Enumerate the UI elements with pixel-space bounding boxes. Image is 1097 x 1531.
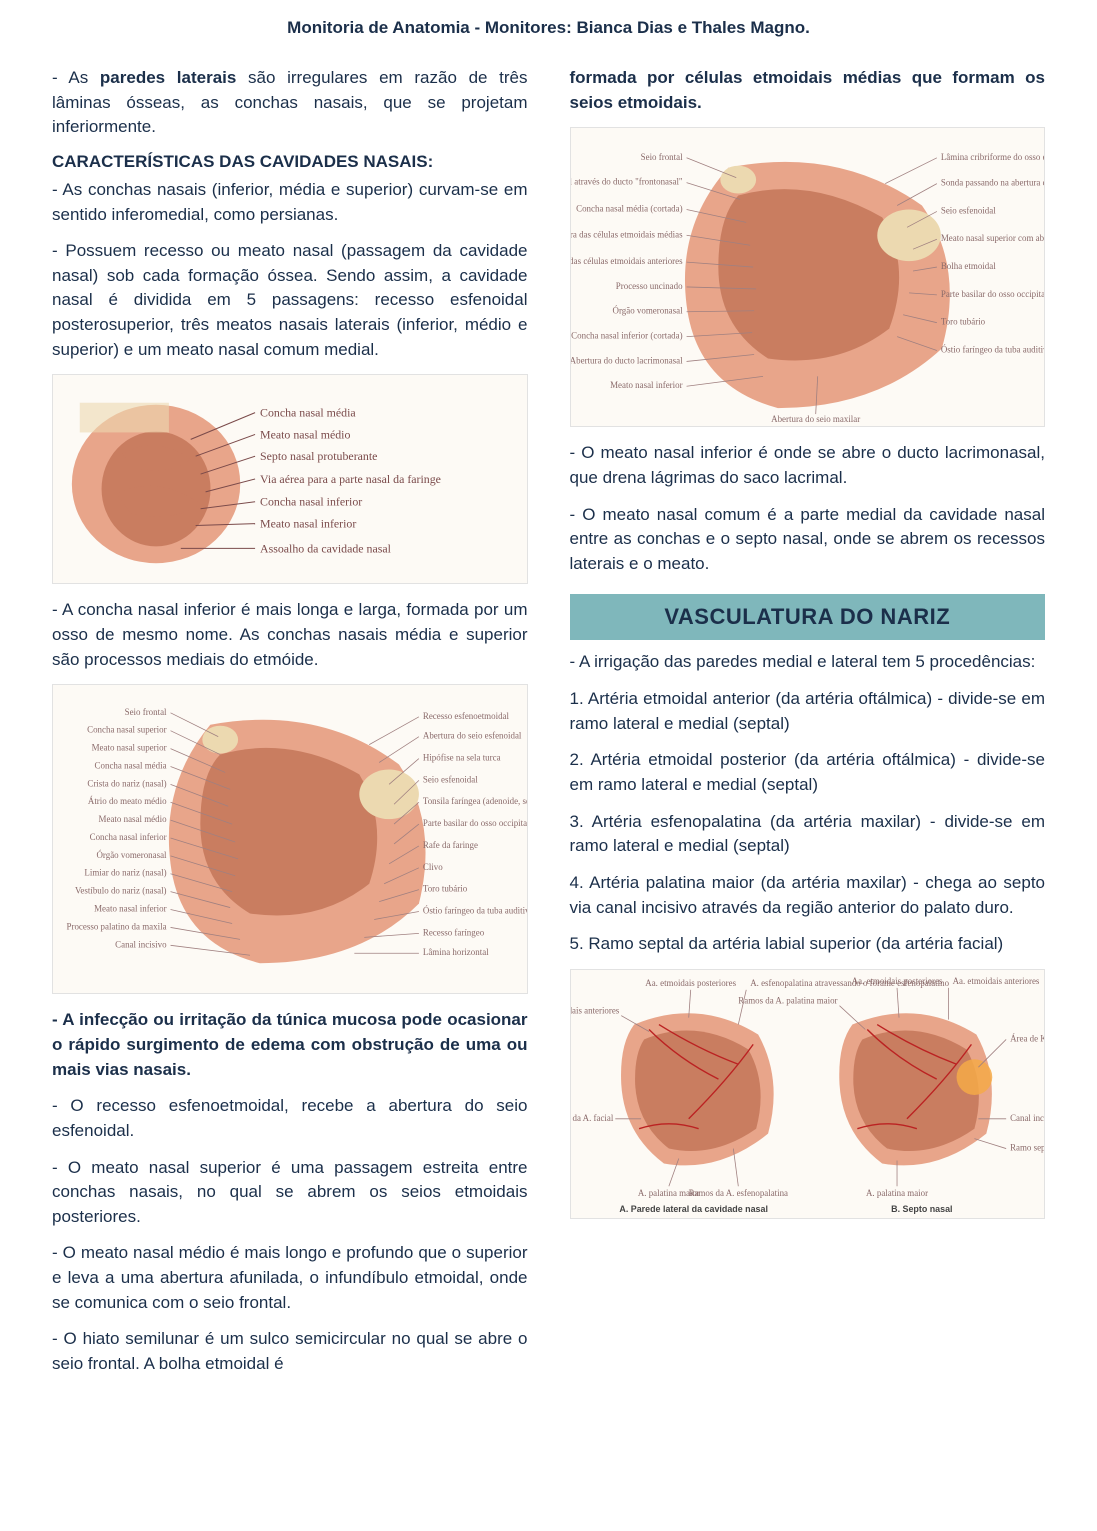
fig2-label: Abertura do seio esfenoidal <box>423 731 522 741</box>
fig2-label: Meato nasal superior <box>92 743 167 753</box>
fig2-label: Seio frontal <box>125 707 167 717</box>
fig2-label: Meato nasal médio <box>99 814 168 824</box>
fig2-label: Hipófise na sela turca <box>423 753 501 763</box>
fig1-label: Septo nasal protuberante <box>260 450 377 464</box>
para-conchas: - As conchas nasais (inferior, média e s… <box>52 178 528 227</box>
fig3-label: Abertura do seio maxilar <box>771 414 860 424</box>
para-meatos: - Possuem recesso ou meato nasal (passag… <box>52 239 528 362</box>
fig3-label: Lâmina cribriforme do osso etmoide <box>940 152 1044 162</box>
fig3-label: Bolha etmoidal <box>940 261 995 271</box>
text: - As <box>52 68 100 87</box>
para-meato-comum: - O meato nasal comum é a parte medial d… <box>570 503 1046 577</box>
fig2-label: Recesso esfenoetmoidal <box>423 711 510 721</box>
right-column: formada por células etmoidais médias que… <box>570 66 1046 1389</box>
figure-nasal-vasculature-pair: Aa. etmoidais anteriores Aa. etmoidais p… <box>570 969 1046 1219</box>
para-irrigacao: - A irrigação das paredes medial e later… <box>570 650 1046 675</box>
subheading-caracteristicas: CARACTERÍSTICAS DAS CAVIDADES NASAIS: <box>52 152 528 172</box>
fig2-label: Seio esfenoidal <box>423 775 478 785</box>
fig2-label: Limiar do nariz (nasal) <box>84 868 166 878</box>
figure-sagittal-sinuses: Seio frontal Sonda passando do hiato sem… <box>570 127 1046 427</box>
fig2-label: Tonsila faríngea (adenoide, se aumentada… <box>423 797 527 807</box>
fig3-label: Órgão vomeronasal <box>612 306 683 316</box>
fig2-label: Parte basilar do osso occipital <box>423 818 527 828</box>
para-meato-superior: - O meato nasal superior é uma passagem … <box>52 1156 528 1230</box>
para-bolha-cont: formada por células etmoidais médias que… <box>570 66 1046 115</box>
fig2-label: Canal incisivo <box>115 940 167 950</box>
fig4-label: Área de Kiesselbach (laranja, rica em ar… <box>1010 1033 1044 1043</box>
fig2-label: Órgão vomeronasal <box>96 850 167 860</box>
fig3-label: Sonda passando na abertura do seio esfen… <box>940 178 1044 188</box>
fig4-caption-b: B. Septo nasal <box>891 1204 952 1214</box>
para-art4: 4. Artéria palatina maior (da artéria ma… <box>570 871 1046 920</box>
fig2-label: Concha nasal média <box>95 761 167 771</box>
fig4-label: Ramos da A. esfenopalatina <box>688 1188 787 1198</box>
section-banner-vasculatura: VASCULATURA DO NARIZ <box>570 594 1046 640</box>
fig2-label: Lâmina horizontal <box>423 948 489 958</box>
fig2-label: Crista do nariz (nasal) <box>87 779 166 789</box>
fig2-label: Concha nasal superior <box>87 725 166 735</box>
two-column-layout: - As paredes laterais são irregulares em… <box>52 66 1045 1389</box>
para-art5: 5. Ramo septal da artéria labial superio… <box>570 932 1046 957</box>
fig3-label: Concha nasal inferior (cortada) <box>571 331 682 341</box>
fig2-label: Meato nasal inferior <box>94 904 166 914</box>
fig3-label: Concha nasal média (cortada) <box>576 204 682 214</box>
para-concha-inferior: - A concha nasal inferior é mais longa e… <box>52 598 528 672</box>
figure-nasal-conchae-anterior: Concha nasal média Meato nasal médio Sep… <box>52 374 528 584</box>
fig4-label: Ramos da A. palatina maior <box>738 996 837 1006</box>
fig2-label: Processo palatino da maxila <box>67 922 167 932</box>
fig4-label: Aa. etmoidais posteriores <box>851 976 942 986</box>
fig4-label: Ramo septal da A. labial superior <box>1010 1142 1044 1152</box>
fig3-label: Óstio faríngeo da tuba auditiva <box>940 345 1044 355</box>
fig3-label: Hiato semilunar com abertura das células… <box>571 256 683 266</box>
para-recesso: - O recesso esfenoetmoidal, recebe a abe… <box>52 1094 528 1143</box>
fig2-label: Rafe da faringe <box>423 840 478 850</box>
para-meato-inferior: - O meato nasal inferior é onde se abre … <box>570 441 1046 490</box>
fig4-label: Aa. etmoidais anteriores <box>952 976 1039 986</box>
fig2-label: Átrio do meato médio <box>88 797 167 807</box>
para-art3: 3. Artéria esfenopalatina (da artéria ma… <box>570 810 1046 859</box>
fig4-label: Aa. etmoidais anteriores <box>571 1006 620 1016</box>
para-art2: 2. Artéria etmoidal posterior (da artéri… <box>570 748 1046 797</box>
fig3-label: Seio frontal <box>640 152 682 162</box>
fig2-label: Toro tubário <box>423 884 468 894</box>
fig4-caption-a: A. Parede lateral da cavidade nasal <box>619 1204 768 1214</box>
fig2-label: Concha nasal inferior <box>90 832 167 842</box>
para-infeccao-bold: - A infecção ou irritação da túnica muco… <box>52 1008 528 1082</box>
fig3-label: Abertura das células etmoidais médias <box>571 230 683 240</box>
para-lateral-walls: - As paredes laterais são irregulares em… <box>52 66 528 140</box>
figure-sagittal-nasal-cavity: Seio frontal Concha nasal superior Meato… <box>52 684 528 994</box>
fig1-label: Meato nasal inferior <box>260 517 356 531</box>
fig4-label: Canal incisivo <box>1010 1113 1044 1123</box>
fig2-label: Recesso faríngeo <box>423 928 485 938</box>
para-meato-medio: - O meato nasal médio é mais longo e pro… <box>52 1241 528 1315</box>
fig3-label: Seio esfenoidal <box>940 206 995 216</box>
fig1-label: Assoalho da cavidade nasal <box>260 542 392 556</box>
fig3-label: Sonda passando do hiato semilunar para o… <box>571 177 683 187</box>
fig4-label: Ramos nasais laterais da A. facial <box>571 1113 614 1123</box>
fig2-label: Clivo <box>423 862 443 872</box>
fig3-label: Meato nasal inferior <box>610 381 682 391</box>
fig3-label: Parte basilar do osso occipital <box>940 289 1044 299</box>
bold-term: paredes laterais <box>100 68 236 87</box>
fig4-label: Aa. etmoidais posteriores <box>645 978 736 988</box>
fig3-label: Abertura do ducto lacrimonasal <box>571 356 683 366</box>
left-column: - As paredes laterais são irregulares em… <box>52 66 528 1389</box>
fig1-label: Meato nasal médio <box>260 428 350 442</box>
fig1-label: Concha nasal inferior <box>260 495 362 509</box>
page-header: Monitoria de Anatomia - Monitores: Bianc… <box>52 18 1045 38</box>
para-art1: 1. Artéria etmoidal anterior (da artéria… <box>570 687 1046 736</box>
fig3-label: Meato nasal superior com abertura das cé… <box>940 234 1044 244</box>
fig1-label: Concha nasal média <box>260 406 356 420</box>
fig1-label: Via aérea para a parte nasal da faringe <box>260 472 441 486</box>
fig4-label: A. palatina maior <box>865 1188 927 1198</box>
fig2-label: Vestíbulo do nariz (nasal) <box>75 886 167 896</box>
para-hiato: - O hiato semilunar é um sulco semicircu… <box>52 1327 528 1376</box>
fig3-label: Processo uncinado <box>615 281 682 291</box>
fig3-label: Toro tubário <box>940 317 985 327</box>
fig2-label: Óstio faríngeo da tuba auditiva <box>423 906 527 916</box>
